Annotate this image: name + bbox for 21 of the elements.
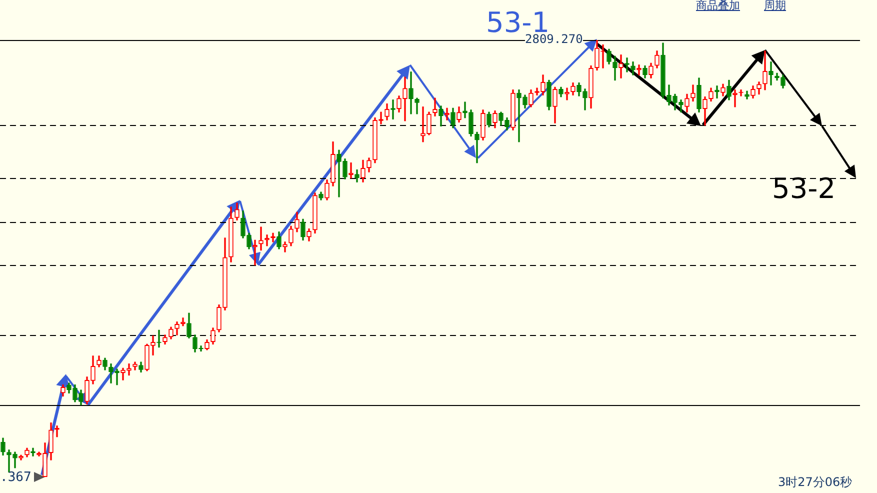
candlestick xyxy=(282,242,288,252)
candlestick xyxy=(612,56,618,81)
candlestick xyxy=(678,100,684,112)
candlestick xyxy=(108,363,114,384)
text: 商品叠加 xyxy=(696,0,740,12)
annotation: 2809.270 xyxy=(525,32,583,46)
candlestick xyxy=(474,132,480,164)
candlestick xyxy=(126,363,132,376)
candlestick xyxy=(120,368,126,380)
candlestick xyxy=(336,150,342,198)
candlestick xyxy=(258,226,264,251)
annotation: 3时27分06秒 xyxy=(778,475,852,489)
candlestick xyxy=(618,54,624,78)
candlestick xyxy=(432,98,438,116)
candlestick xyxy=(6,450,12,473)
candlestick xyxy=(420,106,426,142)
text: 周期 xyxy=(764,0,786,12)
candlestick xyxy=(516,89,522,142)
candlestick xyxy=(768,62,774,86)
candlestick xyxy=(150,336,156,356)
annotation: .367 xyxy=(0,470,32,485)
